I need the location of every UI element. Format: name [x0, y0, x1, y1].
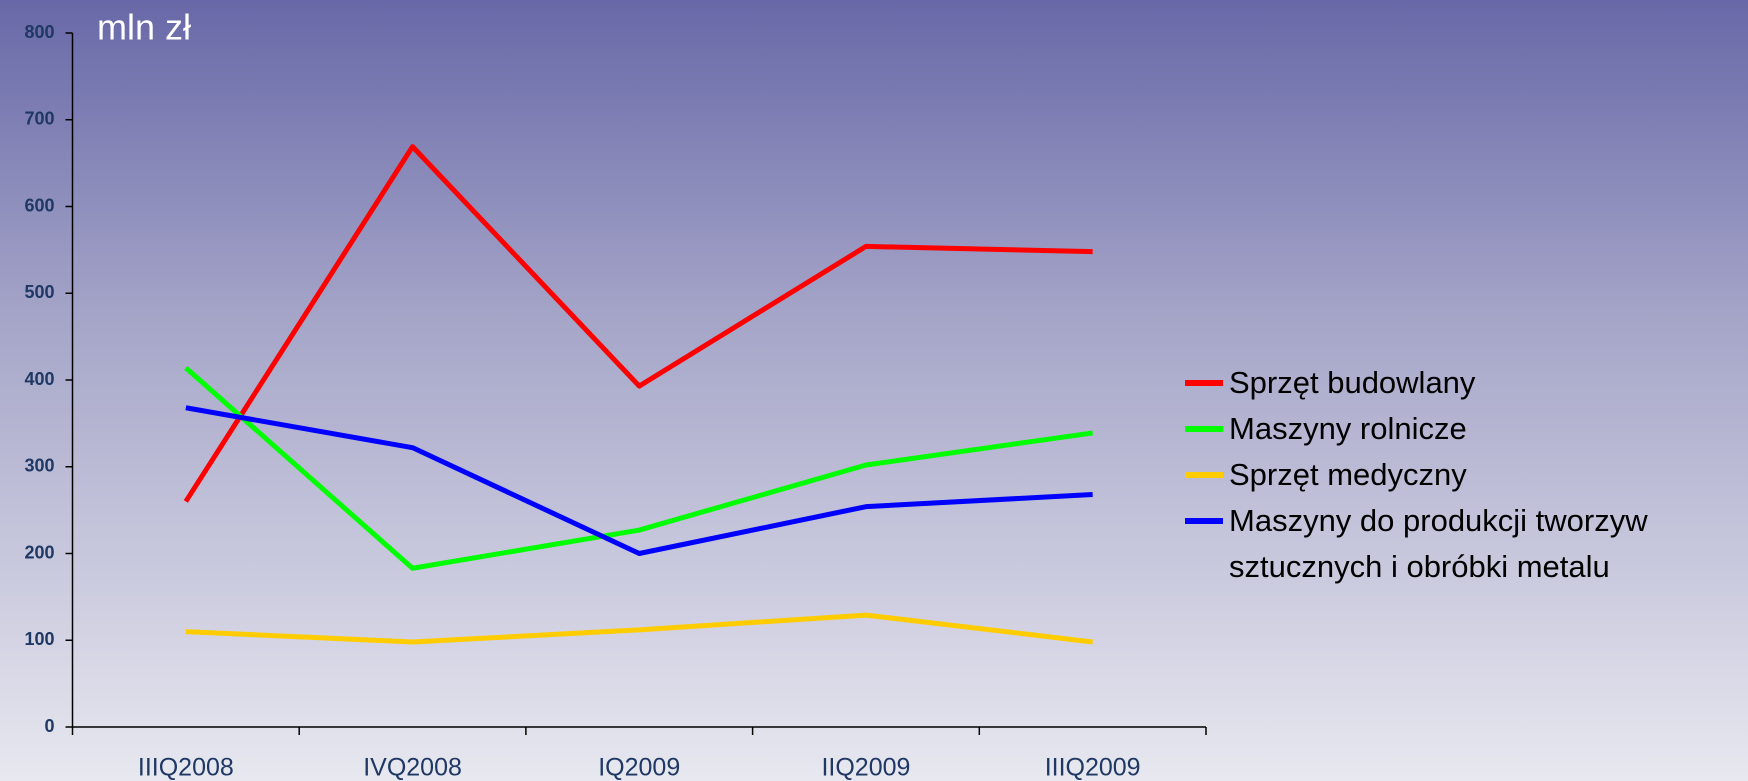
series-line: [183, 144, 1093, 503]
legend-label: Sprzęt medyczny: [1229, 457, 1467, 492]
y-tick-label: 300: [24, 456, 54, 476]
x-tick-label: IIIQ2009: [1045, 754, 1141, 781]
legend-label: Maszyny rolnicze: [1229, 411, 1467, 446]
legend: Sprzęt budowlany Maszyny rolnicze Sprzęt m…: [1185, 360, 1745, 590]
chart-title: mln zł: [97, 7, 191, 48]
legend-entry: Sprzęt budowlany: [1185, 360, 1745, 406]
legend-entry: Maszyny do produkcji tworzyw sztucznych …: [1185, 498, 1745, 590]
series-line: [185, 405, 1093, 556]
y-tick-label: 700: [24, 109, 54, 129]
y-tick-label: 500: [24, 282, 54, 302]
legend-label: Maszyny do produkcji tworzyw sztucznych …: [1229, 503, 1648, 584]
legend-entry: Sprzęt medyczny: [1185, 452, 1745, 498]
y-tick-label: 0: [44, 716, 54, 736]
x-tick-label: IIQ2009: [821, 754, 910, 781]
y-tick-label: 800: [24, 22, 54, 42]
x-tick-label: IQ2009: [598, 754, 680, 781]
x-tick-label: IIIQ2008: [138, 754, 234, 781]
series-line: [184, 365, 1094, 571]
legend-label: Sprzęt budowlany: [1229, 365, 1476, 400]
y-tick-label: 400: [24, 369, 54, 389]
y-tick-label: 200: [24, 542, 54, 562]
y-tick-label: 600: [24, 195, 54, 215]
series-line: [185, 612, 1093, 645]
legend-swatch: [1185, 426, 1223, 432]
legend-swatch: [1185, 472, 1223, 478]
legend-swatch: [1185, 518, 1223, 524]
legend-swatch: [1185, 380, 1223, 386]
x-tick-label: IVQ2008: [363, 754, 462, 781]
legend-entry: Maszyny rolnicze: [1185, 406, 1745, 452]
y-tick-label: 100: [24, 629, 54, 649]
